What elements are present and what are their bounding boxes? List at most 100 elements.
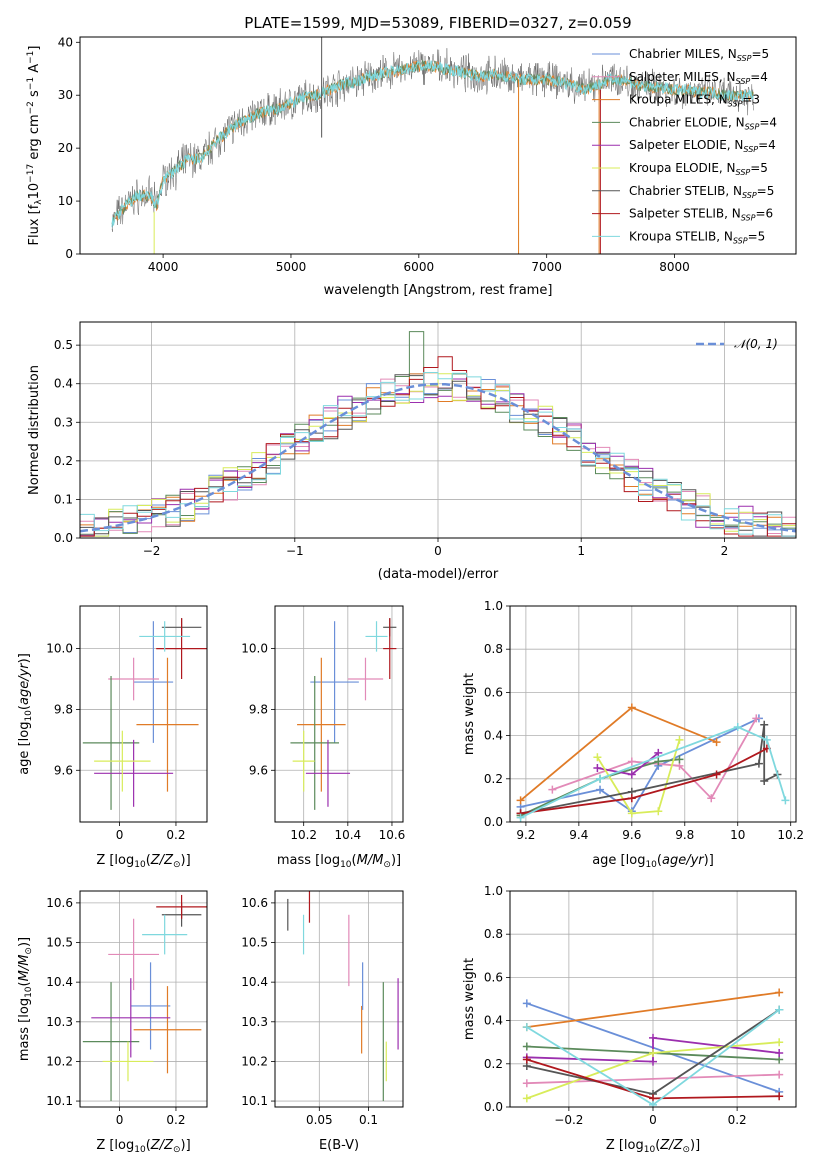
y-tick-label: 9.8 bbox=[54, 702, 73, 716]
y-tick-label: 0.2 bbox=[54, 454, 73, 468]
y-tick-label: 30 bbox=[58, 88, 73, 102]
label-part: ] bbox=[27, 46, 42, 51]
x-tick-label: 9.8 bbox=[675, 828, 694, 842]
label-part: mass [log bbox=[17, 998, 32, 1061]
label-part: ( bbox=[352, 853, 357, 868]
label-part: Normed distribution bbox=[27, 365, 42, 495]
legend-text: Kroupa MILES, N bbox=[629, 93, 728, 107]
errorbar-point bbox=[290, 675, 339, 810]
legend-text: =6 bbox=[755, 207, 773, 221]
y-tick-label: 10.5 bbox=[241, 936, 268, 950]
legend-entry: Chabrier STELIB, NSSP=5 bbox=[629, 184, 774, 200]
legend-subscript: SSP bbox=[728, 100, 743, 109]
axes-frame bbox=[274, 605, 404, 823]
grid-lines bbox=[275, 891, 403, 1107]
errorbar-point bbox=[297, 657, 346, 792]
y-tick-label: 10 bbox=[58, 194, 73, 208]
weight-marker bbox=[522, 1042, 531, 1051]
legend-entry: Chabrier ELODIE, NSSP=4 bbox=[629, 115, 777, 131]
errorbar-point bbox=[130, 962, 171, 1050]
weight-marker bbox=[775, 1038, 784, 1047]
y-tick-label: 10.3 bbox=[241, 1015, 268, 1029]
y-tick-label: 0.8 bbox=[484, 642, 503, 656]
errorbar-point bbox=[156, 894, 207, 919]
errorbar-point bbox=[91, 978, 171, 1058]
label-part: Z/Z bbox=[659, 1138, 683, 1153]
label-part: Z [log bbox=[96, 853, 134, 868]
legend-text: =4 bbox=[758, 138, 776, 152]
label-part: age [log bbox=[17, 722, 32, 775]
legend-subscript: SSP bbox=[737, 54, 752, 63]
legend-entry: Kroupa STELIB, NSSP=5 bbox=[629, 229, 765, 245]
errorbar-point bbox=[108, 918, 160, 991]
errorbar-point bbox=[94, 730, 151, 792]
x-tick-label: 9.6 bbox=[622, 828, 641, 842]
legend-entry: Salpeter MILES, NSSP=4 bbox=[629, 70, 768, 86]
label-part: Z/Z bbox=[150, 853, 174, 868]
weight-marker bbox=[649, 1100, 657, 1107]
weight-marker bbox=[522, 1055, 531, 1064]
plot-content bbox=[287, 891, 399, 1102]
weight-marker bbox=[649, 1049, 657, 1057]
y-axis-label: Flux [fλ10−17 erg cm−2 s−1 A−1] bbox=[26, 46, 44, 246]
spectrum-data-line bbox=[111, 48, 755, 232]
y-tick-label: 9.8 bbox=[249, 702, 268, 716]
axes-Z-age: 0 0.29.69.810.0Z [log10(Z/Z⊙)]age [log10(… bbox=[17, 605, 208, 870]
legend-text: Salpeter ELODIE, N bbox=[629, 138, 743, 152]
plot-content bbox=[522, 988, 784, 1107]
weight-marker bbox=[593, 764, 602, 772]
axes-frame bbox=[79, 890, 208, 1108]
y-tick-label: 1.0 bbox=[484, 599, 503, 613]
label-part: ⊙ bbox=[383, 860, 391, 870]
x-axis-label: Z [log10(Z/Z⊙)] bbox=[96, 1138, 190, 1155]
weight-marker bbox=[781, 796, 790, 805]
weight-marker bbox=[775, 1049, 784, 1057]
weight-marker bbox=[654, 807, 663, 816]
weight-marker bbox=[675, 755, 684, 764]
x-tick-label: 9.4 bbox=[569, 828, 588, 842]
weight-marker bbox=[712, 770, 721, 779]
y-tick-label: 0.2 bbox=[484, 1057, 503, 1071]
x-tick-label: −2 bbox=[143, 544, 161, 558]
errorbar-point bbox=[383, 618, 397, 680]
label-part: 10 bbox=[134, 860, 146, 870]
label-part: Z/Z bbox=[150, 1138, 174, 1153]
label-part: 10 bbox=[645, 860, 657, 870]
legend-text: =4 bbox=[759, 115, 777, 129]
y-tick-label: 10.4 bbox=[46, 975, 73, 989]
errorbar-point bbox=[102, 1041, 154, 1082]
axes-mass-age: 10.2 10.4 10.6 9.6 9.8 10.0 mass [log10(M/M⊙)] bbox=[241, 605, 405, 870]
label-part: mass weight bbox=[462, 673, 477, 755]
legend-entry: Kroupa ELODIE, NSSP=5 bbox=[629, 161, 768, 177]
label-part: erg cm bbox=[27, 114, 42, 163]
weight-marker bbox=[775, 1092, 784, 1101]
x-tick-label: 5000 bbox=[276, 260, 307, 274]
x-tick-label: 0 bbox=[116, 1113, 124, 1127]
label-part: age/yr bbox=[17, 662, 32, 705]
label-part: mass weight bbox=[462, 958, 477, 1040]
spectrum-model-line bbox=[111, 60, 754, 228]
y-tick-label: 20 bbox=[58, 141, 73, 155]
errorbar-point bbox=[136, 657, 199, 792]
plot-content bbox=[516, 703, 790, 822]
legend-text: =5 bbox=[757, 184, 775, 198]
label-part: ( bbox=[146, 853, 151, 868]
errorbar-point bbox=[94, 739, 174, 807]
weight-marker bbox=[760, 720, 769, 729]
y-tick-label: 10.1 bbox=[46, 1094, 73, 1108]
legend-text: =4 bbox=[750, 70, 768, 84]
weight-series-line bbox=[526, 991, 780, 1028]
label-part: )] bbox=[704, 853, 714, 868]
legend-subscript: SSP bbox=[742, 191, 757, 200]
label-part: age [log bbox=[592, 853, 645, 868]
label-part: −1 bbox=[26, 51, 36, 64]
label-part: ⊙ bbox=[24, 947, 34, 955]
weight-marker bbox=[775, 988, 784, 997]
plot-content bbox=[80, 331, 796, 538]
label-part: −1 bbox=[26, 77, 36, 90]
y-tick-label: 10.2 bbox=[46, 1054, 73, 1068]
legend-text: Chabrier MILES, N bbox=[629, 47, 737, 61]
label-part: A bbox=[27, 64, 42, 77]
label-part: 10 bbox=[24, 986, 34, 998]
